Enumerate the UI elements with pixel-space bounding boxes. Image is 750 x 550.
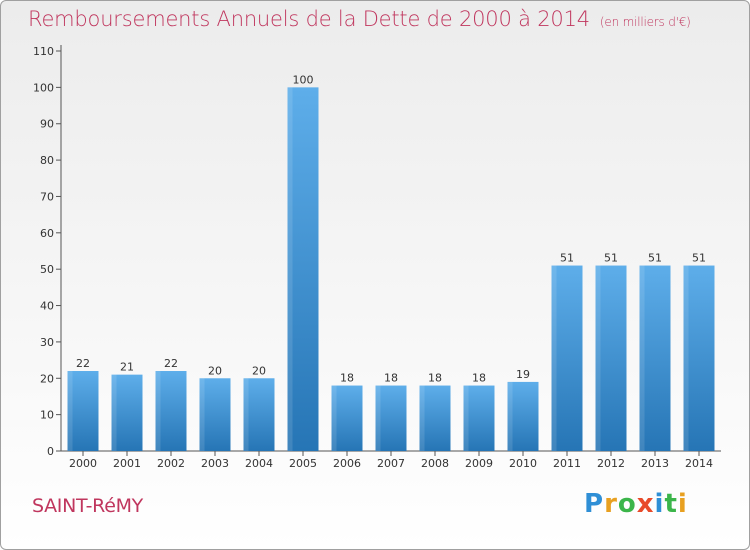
bar-highlight: [155, 371, 161, 451]
bar-value-label: 22: [76, 357, 90, 370]
bar: [419, 385, 451, 451]
x-tick-label: 2002: [157, 457, 185, 470]
bar: [155, 371, 187, 451]
y-tick-label: 90: [40, 118, 54, 131]
x-tick-label: 2010: [509, 457, 537, 470]
bar-highlight: [419, 385, 425, 451]
bar: [287, 87, 319, 451]
bar-highlight: [331, 385, 337, 451]
bar: [507, 381, 539, 451]
y-tick-label: 70: [40, 190, 54, 203]
bar-highlight: [243, 378, 249, 451]
unit-label: (en milliers d'€): [599, 15, 691, 29]
y-tick-label: 20: [40, 372, 54, 385]
bar-highlight: [551, 265, 557, 451]
y-tick-label: 50: [40, 263, 54, 276]
y-tick-label: 100: [33, 81, 54, 94]
bar: [243, 378, 275, 451]
bar-value-label: 18: [428, 372, 442, 385]
bar-value-label: 20: [252, 364, 266, 377]
bar-value-label: 51: [560, 252, 574, 265]
bar-highlight: [683, 265, 689, 451]
x-tick-label: 2007: [377, 457, 405, 470]
x-tick-label: 2001: [113, 457, 141, 470]
bar-value-label: 51: [604, 252, 618, 265]
x-tick-label: 2004: [245, 457, 273, 470]
bar: [331, 385, 363, 451]
bar-highlight: [507, 381, 513, 451]
bar-highlight: [375, 385, 381, 451]
bar-highlight: [463, 385, 469, 451]
x-tick-label: 2013: [641, 457, 669, 470]
bar: [551, 265, 583, 451]
bar-highlight: [67, 371, 73, 451]
bar: [375, 385, 407, 451]
bar-value-label: 19: [516, 368, 530, 381]
x-tick-label: 2009: [465, 457, 493, 470]
x-tick-label: 2012: [597, 457, 625, 470]
bar-value-label: 18: [472, 372, 486, 385]
bar-highlight: [199, 378, 205, 451]
x-tick-label: 2011: [553, 457, 581, 470]
commune-name: SAINT-RéMY: [32, 495, 143, 517]
bar: [595, 265, 627, 451]
y-tick-label: 30: [40, 336, 54, 349]
chart-title: Remboursements Annuels de la Dette de 20…: [28, 7, 691, 31]
y-tick-label: 60: [40, 227, 54, 240]
x-tick-label: 2008: [421, 457, 449, 470]
y-tick-label: 110: [33, 45, 54, 58]
bar-value-label: 20: [208, 364, 222, 377]
bar-value-label: 51: [692, 252, 706, 265]
y-tick-label: 10: [40, 409, 54, 422]
bar: [199, 378, 231, 451]
proxiti-logo: Proxiti: [584, 489, 688, 519]
bar-value-label: 51: [648, 252, 662, 265]
bar-value-label: 21: [120, 361, 134, 374]
bar: [463, 385, 495, 451]
x-tick-label: 2014: [685, 457, 713, 470]
bar-value-label: 100: [293, 73, 314, 86]
bar: [111, 374, 143, 451]
x-tick-label: 2005: [289, 457, 317, 470]
x-tick-label: 2000: [69, 457, 97, 470]
bar: [639, 265, 671, 451]
x-tick-label: 2003: [201, 457, 229, 470]
bar: [67, 371, 99, 451]
y-tick-label: 0: [47, 445, 54, 458]
bar-value-label: 18: [384, 372, 398, 385]
bar-value-label: 22: [164, 357, 178, 370]
bar-highlight: [595, 265, 601, 451]
bar-highlight: [287, 87, 293, 451]
bar-highlight: [111, 374, 117, 451]
bar-highlight: [639, 265, 645, 451]
y-tick-label: 80: [40, 154, 54, 167]
chart-title-text: Remboursements Annuels de la Dette de 20…: [28, 7, 590, 31]
x-tick-label: 2006: [333, 457, 361, 470]
y-tick-label: 40: [40, 300, 54, 313]
bar-value-label: 18: [340, 372, 354, 385]
bar: [683, 265, 715, 451]
